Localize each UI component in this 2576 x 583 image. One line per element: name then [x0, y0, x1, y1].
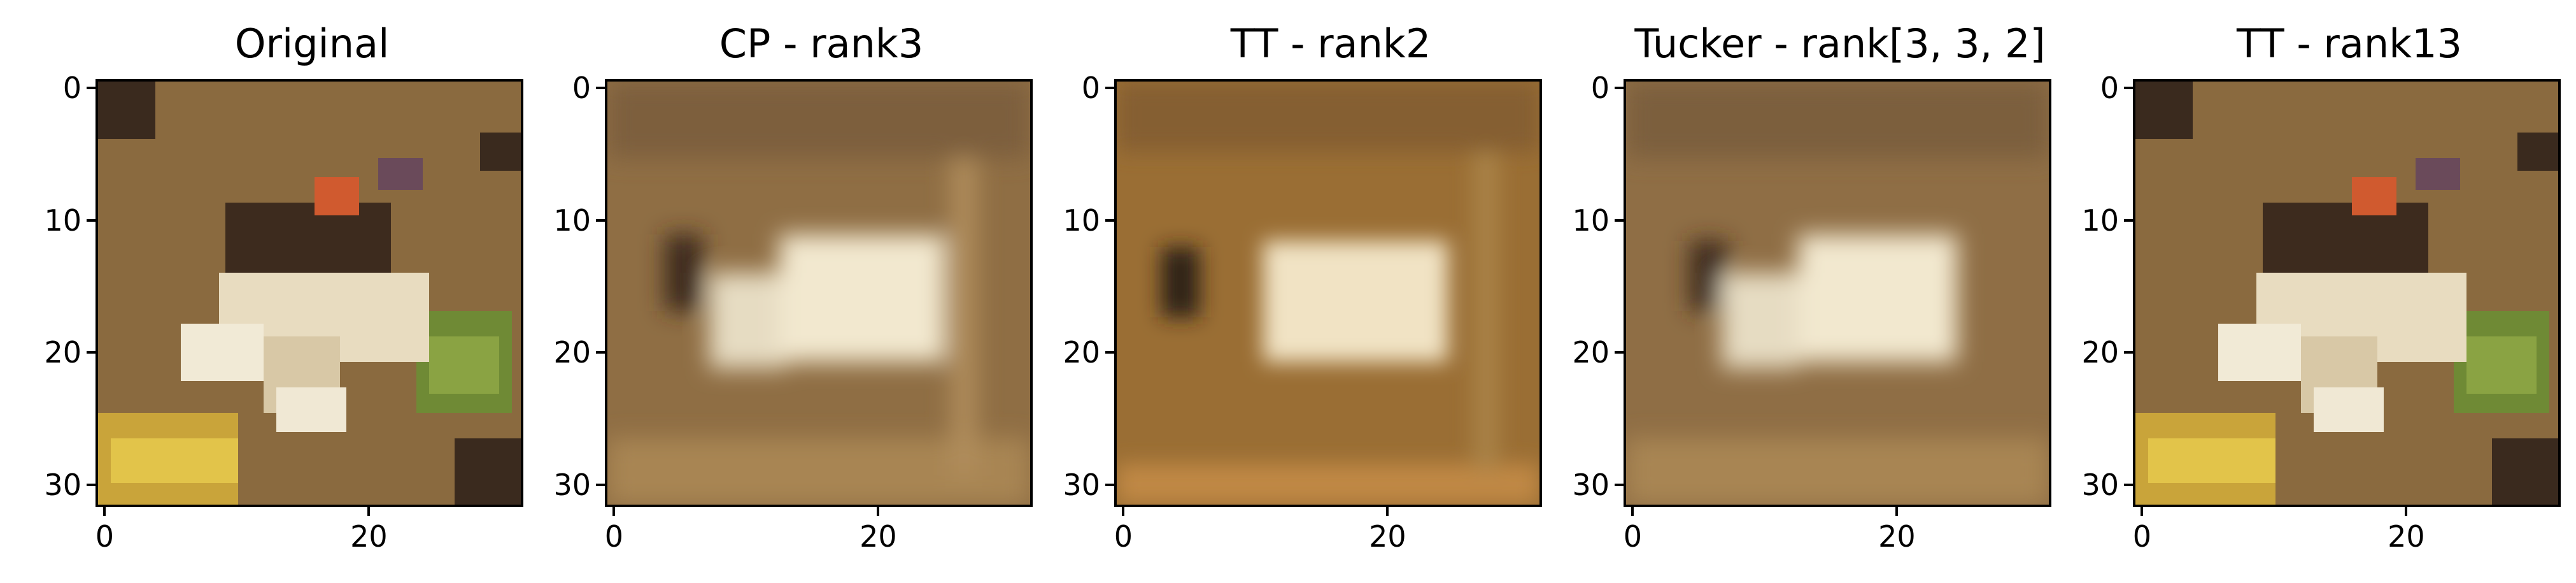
y-tick-label: 10: [1572, 203, 1610, 238]
panel-title: TT - rank2: [1230, 20, 1431, 67]
y-tick-mark: [87, 351, 96, 354]
y-tick-mark: [1105, 87, 1114, 90]
x-tick-mark: [1122, 507, 1125, 516]
panel-tucker: Tucker - rank[3, 3, 2] 0 10 20 30 0 20: [1572, 0, 2082, 583]
image-plot: [1624, 79, 2051, 507]
x-tick-mark: [1386, 507, 1389, 516]
x-tick-label: 20: [350, 519, 388, 554]
y-tick-label: 20: [2081, 335, 2119, 370]
y-tick-mark: [1615, 219, 1624, 222]
y-tick-mark: [2124, 351, 2133, 354]
y-tick-mark: [596, 483, 605, 486]
x-tick-label: 0: [2132, 519, 2152, 554]
x-tick-mark: [612, 507, 616, 516]
x-tick-label: 20: [860, 519, 897, 554]
y-tick-mark: [87, 219, 96, 222]
y-tick-mark: [1615, 87, 1624, 90]
y-tick-label: 0: [2100, 71, 2119, 106]
y-tick-label: 30: [44, 467, 81, 502]
y-tick-label: 10: [1063, 203, 1100, 238]
y-tick-mark: [1105, 351, 1114, 354]
frog-image-cp: [607, 82, 1030, 505]
panel-title: Original: [234, 20, 390, 67]
y-tick-mark: [1615, 483, 1624, 486]
y-tick-label: 20: [1063, 335, 1100, 370]
panel-title: TT - rank13: [2236, 20, 2463, 67]
y-tick-mark: [1105, 219, 1114, 222]
y-tick-label: 20: [44, 335, 81, 370]
y-tick-mark: [2124, 219, 2133, 222]
y-tick-mark: [1105, 483, 1114, 486]
y-tick-label: 10: [553, 203, 591, 238]
image-plot: [1114, 79, 1542, 507]
x-tick-label: 0: [604, 519, 624, 554]
x-tick-label: 0: [95, 519, 115, 554]
y-tick-label: 20: [553, 335, 591, 370]
x-tick-mark: [877, 507, 880, 516]
y-tick-mark: [2124, 483, 2133, 486]
panel-tt-rank13: TT - rank13 0 10 20 30 0 20: [2081, 0, 2576, 583]
y-tick-label: 0: [62, 71, 81, 106]
y-tick-mark: [87, 483, 96, 486]
x-tick-mark: [367, 507, 371, 516]
panel-title: CP - rank3: [719, 20, 924, 67]
y-tick-label: 10: [2081, 203, 2119, 238]
y-tick-label: 30: [553, 467, 591, 502]
x-tick-label: 20: [1878, 519, 1916, 554]
frog-image-tucker: [1626, 82, 2049, 505]
panel-cp-rank3: CP - rank3 0 10 20 30 0 20: [553, 0, 1063, 583]
y-tick-label: 0: [1081, 71, 1100, 106]
x-tick-mark: [103, 507, 106, 516]
frog-image-tt-rank13: [2135, 82, 2558, 505]
y-tick-mark: [596, 87, 605, 90]
panel-title: Tucker - rank[3, 3, 2]: [1634, 20, 2046, 67]
y-tick-mark: [596, 219, 605, 222]
x-tick-label: 0: [1623, 519, 1643, 554]
image-plot: [605, 79, 1033, 507]
y-tick-mark: [87, 87, 96, 90]
x-tick-mark: [2141, 507, 2144, 516]
x-tick-label: 20: [1369, 519, 1406, 554]
image-plot: [2133, 79, 2561, 507]
y-tick-label: 0: [572, 71, 591, 106]
x-tick-label: 20: [2388, 519, 2425, 554]
x-tick-mark: [1631, 507, 1634, 516]
x-tick-mark: [1895, 507, 1899, 516]
y-tick-label: 20: [1572, 335, 1610, 370]
y-tick-mark: [596, 351, 605, 354]
frog-image-tt-rank2: [1117, 82, 1539, 505]
x-tick-mark: [2405, 507, 2408, 516]
y-tick-label: 30: [1063, 467, 1100, 502]
y-tick-label: 10: [44, 203, 81, 238]
panel-original: Original 0 10 20 30 0 20: [44, 0, 554, 583]
y-tick-mark: [2124, 87, 2133, 90]
x-tick-label: 0: [1114, 519, 1133, 554]
y-tick-label: 30: [1572, 467, 1610, 502]
y-tick-label: 0: [1590, 71, 1610, 106]
image-plot: [96, 79, 523, 507]
panel-tt-rank2: TT - rank2 0 10 20 30 0 20: [1063, 0, 1573, 583]
y-tick-mark: [1615, 351, 1624, 354]
frog-image-original: [98, 82, 521, 505]
y-tick-label: 30: [2081, 467, 2119, 502]
